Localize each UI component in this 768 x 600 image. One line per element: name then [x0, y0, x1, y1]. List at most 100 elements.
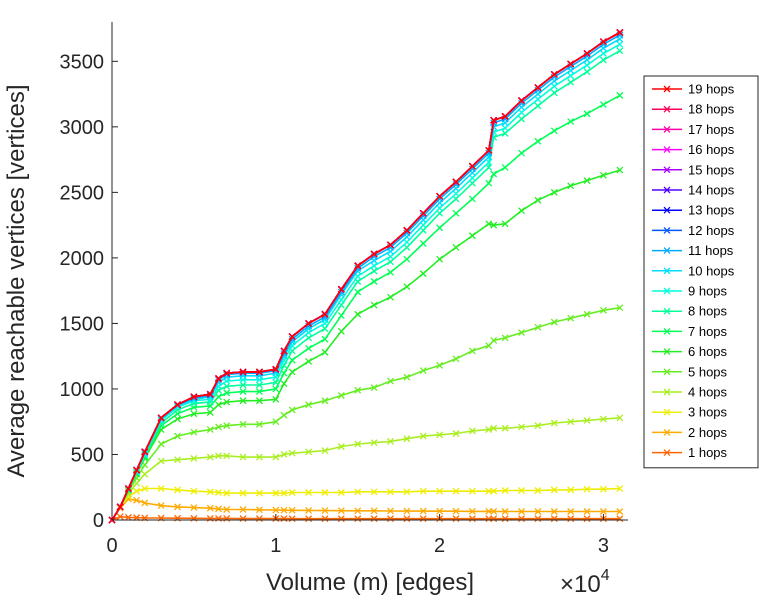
- data-point-4-hops: [337, 443, 345, 451]
- data-point-6-hops: [403, 283, 411, 291]
- legend-swatch-marker: [663, 267, 671, 275]
- x-tick-label: 1: [270, 535, 281, 557]
- legend-label: 3 hops: [688, 405, 728, 420]
- data-point-5-hops: [403, 373, 411, 381]
- data-point-2-hops: [288, 506, 296, 514]
- data-point-19-hops: [485, 146, 493, 154]
- data-point-8-hops: [419, 226, 427, 234]
- data-point-2-hops: [452, 507, 460, 515]
- legend-label: 16 hops: [688, 142, 735, 157]
- data-point-5-hops: [305, 401, 313, 409]
- data-point-5-hops: [354, 386, 362, 394]
- data-point-2-hops: [501, 508, 509, 515]
- data-point-4-hops: [272, 453, 280, 461]
- data-point-2-hops: [550, 508, 558, 515]
- legend-swatch-marker: [663, 247, 671, 255]
- legend-entry-7-hops: 7 hops: [652, 324, 728, 339]
- series-7-hops: [108, 91, 624, 524]
- data-point-7-hops: [452, 209, 460, 217]
- data-point-2-hops: [354, 507, 362, 515]
- data-point-19-hops: [206, 390, 214, 398]
- legend-swatch-marker: [663, 146, 671, 154]
- data-point-4-hops: [321, 447, 329, 455]
- data-point-9-hops: [387, 253, 394, 261]
- data-point-7-hops: [518, 149, 525, 157]
- data-point-6-hops: [206, 409, 214, 416]
- data-point-7-hops: [485, 179, 493, 187]
- data-point-8-hops: [501, 129, 509, 137]
- data-point-5-hops: [501, 334, 509, 342]
- data-point-5-hops: [272, 418, 280, 426]
- data-point-6-hops: [305, 357, 313, 365]
- data-point-19-hops: [141, 448, 149, 456]
- data-point-6-hops: [272, 395, 280, 403]
- data-point-19-hops: [116, 503, 124, 511]
- data-point-9-hops: [616, 40, 624, 48]
- data-point-7-hops: [490, 170, 498, 178]
- data-point-1-hops: [239, 515, 247, 523]
- legend-entry-15-hops: 15 hops: [652, 162, 735, 177]
- data-point-2-hops: [174, 503, 181, 511]
- data-point-2-hops: [223, 506, 231, 513]
- data-point-6-hops: [436, 255, 444, 263]
- data-point-9-hops: [370, 262, 378, 270]
- data-point-1-hops: [354, 515, 362, 523]
- data-point-3-hops: [387, 488, 394, 496]
- legend-entry-8-hops: 8 hops: [652, 304, 728, 319]
- legend-label: 4 hops: [688, 385, 728, 400]
- data-point-4-hops: [206, 453, 214, 461]
- data-point-19-hops: [583, 49, 591, 57]
- data-point-19-hops: [387, 241, 394, 249]
- legend-entry-3-hops: 3 hops: [652, 405, 728, 420]
- legend-entry-18-hops: 18 hops: [652, 102, 735, 117]
- data-point-7-hops: [403, 255, 411, 263]
- data-point-2-hops: [567, 508, 575, 515]
- data-point-9-hops: [501, 124, 509, 132]
- legend-swatch-marker: [663, 388, 671, 396]
- legend-label: 13 hops: [688, 203, 735, 218]
- data-point-1-hops: [280, 515, 288, 523]
- data-point-9-hops: [550, 82, 558, 90]
- data-point-6-hops: [534, 196, 542, 204]
- data-point-2-hops: [616, 508, 624, 515]
- legend-swatch-marker: [663, 348, 671, 356]
- data-point-9-hops: [485, 158, 493, 166]
- data-point-7-hops: [468, 195, 476, 203]
- legend-entry-13-hops: 13 hops: [652, 203, 735, 218]
- data-point-4-hops: [436, 431, 444, 439]
- data-point-9-hops: [583, 61, 591, 69]
- data-point-1-hops: [534, 515, 542, 523]
- data-point-11-hops: [206, 392, 214, 399]
- data-point-11-hops: [468, 165, 476, 173]
- data-point-1-hops: [518, 515, 525, 523]
- data-point-3-hops: [321, 489, 329, 496]
- data-point-5-hops: [174, 432, 181, 440]
- legend-swatch-marker: [663, 125, 671, 133]
- data-point-2-hops: [387, 507, 394, 515]
- data-point-11-hops: [354, 264, 362, 272]
- legend-swatch-marker: [663, 307, 671, 315]
- data-point-19-hops: [272, 365, 280, 373]
- data-point-8-hops: [485, 164, 493, 171]
- data-point-5-hops: [583, 310, 591, 318]
- data-point-2-hops: [239, 506, 247, 513]
- data-point-8-hops: [518, 115, 525, 123]
- data-point-11-hops: [485, 149, 493, 157]
- data-point-6-hops: [354, 310, 362, 318]
- data-point-4-hops: [157, 457, 165, 465]
- legend-swatch-marker: [663, 408, 671, 416]
- legend-entry-17-hops: 17 hops: [652, 122, 735, 137]
- data-point-3-hops: [567, 486, 575, 494]
- data-point-4-hops: [490, 424, 498, 432]
- data-point-5-hops: [550, 318, 558, 326]
- data-point-19-hops: [337, 285, 345, 293]
- data-point-2-hops: [255, 506, 263, 514]
- data-point-6-hops: [599, 171, 607, 179]
- data-point-5-hops: [321, 397, 329, 405]
- data-point-4-hops: [518, 423, 525, 431]
- data-point-9-hops: [419, 221, 427, 229]
- data-point-19-hops: [305, 319, 313, 327]
- data-point-3-hops: [534, 487, 542, 494]
- series-19-hops: [108, 29, 624, 524]
- legend-entry-4-hops: 4 hops: [652, 385, 728, 400]
